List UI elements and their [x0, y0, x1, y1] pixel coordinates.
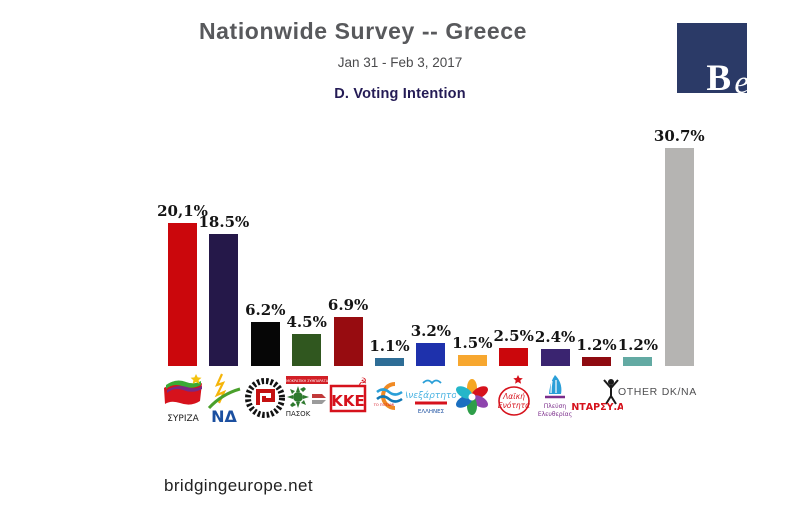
pasok-democratic-alignment-logo-icon: ΔΗΜΟΚΡΑΤΙΚΗ ΣΥΜΠΑΡΑΤΑΞΗ ΠΑΣΟΚ — [284, 376, 330, 418]
bar-anel — [416, 343, 446, 366]
bar-value-label-pasok: 4.5% — [286, 313, 327, 331]
bar-value-label-potami: 1.1% — [369, 337, 410, 355]
bar-value-label-plefsi: 2.4% — [534, 328, 576, 346]
tick-label-other: OTHER — [618, 386, 658, 398]
svg-text:Ελευθερίας: Ελευθερίας — [538, 411, 572, 418]
bar-pasok — [292, 334, 322, 366]
svg-text:Λαϊκή: Λαϊκή — [502, 392, 525, 401]
x-tick-dkna: DK/NA — [652, 372, 706, 424]
svg-text:ΤΟ ΠΟΤΑΜΙ: ΤΟ ΠΟΤΑΜΙ — [372, 403, 394, 407]
tick-label-dkna: DK/NA — [661, 386, 697, 398]
svg-text:ΝΔ: ΝΔ — [211, 407, 237, 424]
x-tick-other: OTHER — [611, 372, 665, 424]
svg-text:☭: ☭ — [358, 377, 367, 388]
x-tick-xa — [238, 372, 292, 424]
svg-text:Ενότητα: Ενότητα — [498, 401, 530, 410]
bar-value-label-centrists: 1.5% — [452, 334, 493, 352]
bar-xa — [250, 322, 280, 366]
svg-text:ΔΗΜΟΚΡΑΤΙΚΗ ΣΥΜΠΑΡΑΤΑΞΗ: ΔΗΜΟΚΡΑΤΙΚΗ ΣΥΜΠΑΡΑΤΑΞΗ — [284, 379, 330, 383]
bar-plefsi — [540, 349, 570, 366]
golden-dawn-logo-icon — [245, 378, 286, 418]
bar-value-label-syriza: 20,1% — [157, 202, 208, 220]
bar-dkna — [664, 148, 694, 366]
kke-logo-icon: ΚΚΕ ☭ — [329, 377, 367, 413]
bridging-europe-logo: B e — [677, 23, 747, 93]
bar-centrists — [457, 355, 487, 366]
x-tick-centrists — [445, 372, 499, 424]
x-tick-kke: ΚΚΕ ☭ — [321, 372, 375, 424]
svg-text:Πλεύση: Πλεύση — [544, 403, 567, 410]
new-democracy-logo-icon: ΝΔ — [207, 373, 241, 424]
x-tick-plefsi: Πλεύση Ελευθερίας — [528, 372, 582, 424]
page-title: Nationwide Survey -- Greece — [198, 18, 528, 44]
popular-unity-logo-icon: Λαϊκή Ενότητα — [498, 375, 530, 416]
independent-greeks-logo-icon: Ανεξάρτητοι ΕΛΛΗΝΕΣ — [406, 379, 456, 415]
bar-kke — [333, 317, 363, 366]
x-tick-antarsya: ΑΝΤΑΡΣΥ.Α. — [570, 372, 624, 424]
antarsya-logo-icon: ΑΝΤΑΡΣΥ.Α. — [571, 379, 623, 413]
bar-value-label-nd: 18.5% — [198, 213, 250, 231]
x-tick-anel: Ανεξάρτητοι ΕΛΛΗΝΕΣ — [404, 372, 458, 424]
svg-text:ΑΝΤΑΡΣΥ.Α.: ΑΝΤΑΡΣΥ.Α. — [571, 402, 623, 413]
bar-value-label-kke: 6.9% — [327, 296, 369, 314]
bar-value-label-other: 1.2% — [617, 336, 659, 354]
chart-title: D. Voting Intention — [334, 86, 466, 102]
x-tick-laiki: Λαϊκή Ενότητα — [487, 372, 541, 424]
bar-laiki — [499, 348, 529, 366]
bar-value-label-dkna: 30.7% — [653, 127, 705, 145]
svg-text:ΚΚΕ: ΚΚΕ — [331, 392, 365, 410]
x-tick-potami: ΤΟ ΠΟΤΑΜΙ — [363, 372, 417, 424]
bar-antarsya — [582, 357, 611, 366]
survey-date-range: Jan 31 - Feb 3, 2017 — [337, 55, 463, 70]
logo-letter-b: B — [706, 58, 731, 93]
x-tick-syriza: ΣΥΡΙΖΑ — [156, 372, 210, 424]
svg-text:Ανεξάρτητοι: Ανεξάρτητοι — [406, 391, 456, 401]
bar-value-label-antarsya: 1.2% — [576, 336, 617, 354]
bar-other — [623, 357, 653, 366]
syriza-logo-icon: ΣΥΡΙΖΑ — [163, 374, 202, 424]
bar-syriza — [168, 223, 197, 366]
website-url: bridgingeurope.net — [164, 476, 313, 495]
union-of-centrists-logo-icon — [456, 379, 489, 415]
plefsi-eleftherias-logo-icon: Πλεύση Ελευθερίας — [538, 375, 572, 418]
bar-potami — [375, 358, 404, 366]
svg-text:ΕΛΛΗΝΕΣ: ΕΛΛΗΝΕΣ — [418, 409, 445, 415]
bar-value-label-anel: 3.2% — [410, 322, 452, 340]
bar-value-label-xa: 6.2% — [245, 301, 286, 319]
bar-value-label-laiki: 2.5% — [493, 327, 534, 345]
bar-nd — [209, 234, 239, 366]
x-tick-nd: ΝΔ — [197, 372, 251, 424]
svg-text:ΠΑΣΟΚ: ΠΑΣΟΚ — [285, 410, 310, 418]
svg-text:ΣΥΡΙΖΑ: ΣΥΡΙΖΑ — [167, 414, 199, 424]
potami-logo-icon: ΤΟ ΠΟΤΑΜΙ — [372, 382, 403, 410]
logo-letter-e: e — [734, 65, 747, 93]
x-tick-pasok: ΔΗΜΟΚΡΑΤΙΚΗ ΣΥΜΠΑΡΑΤΑΞΗ ΠΑΣΟΚ — [280, 372, 334, 424]
